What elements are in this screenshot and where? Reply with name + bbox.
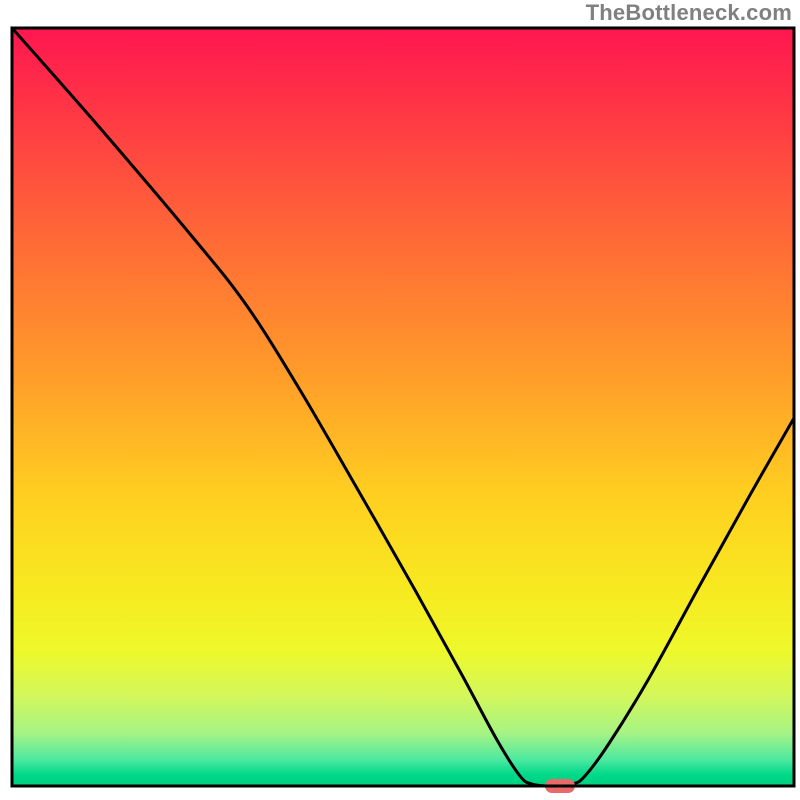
plot-background [12, 28, 794, 786]
chart-container: TheBottleneck.com [0, 0, 800, 800]
bottleneck-curve-chart [0, 0, 800, 800]
